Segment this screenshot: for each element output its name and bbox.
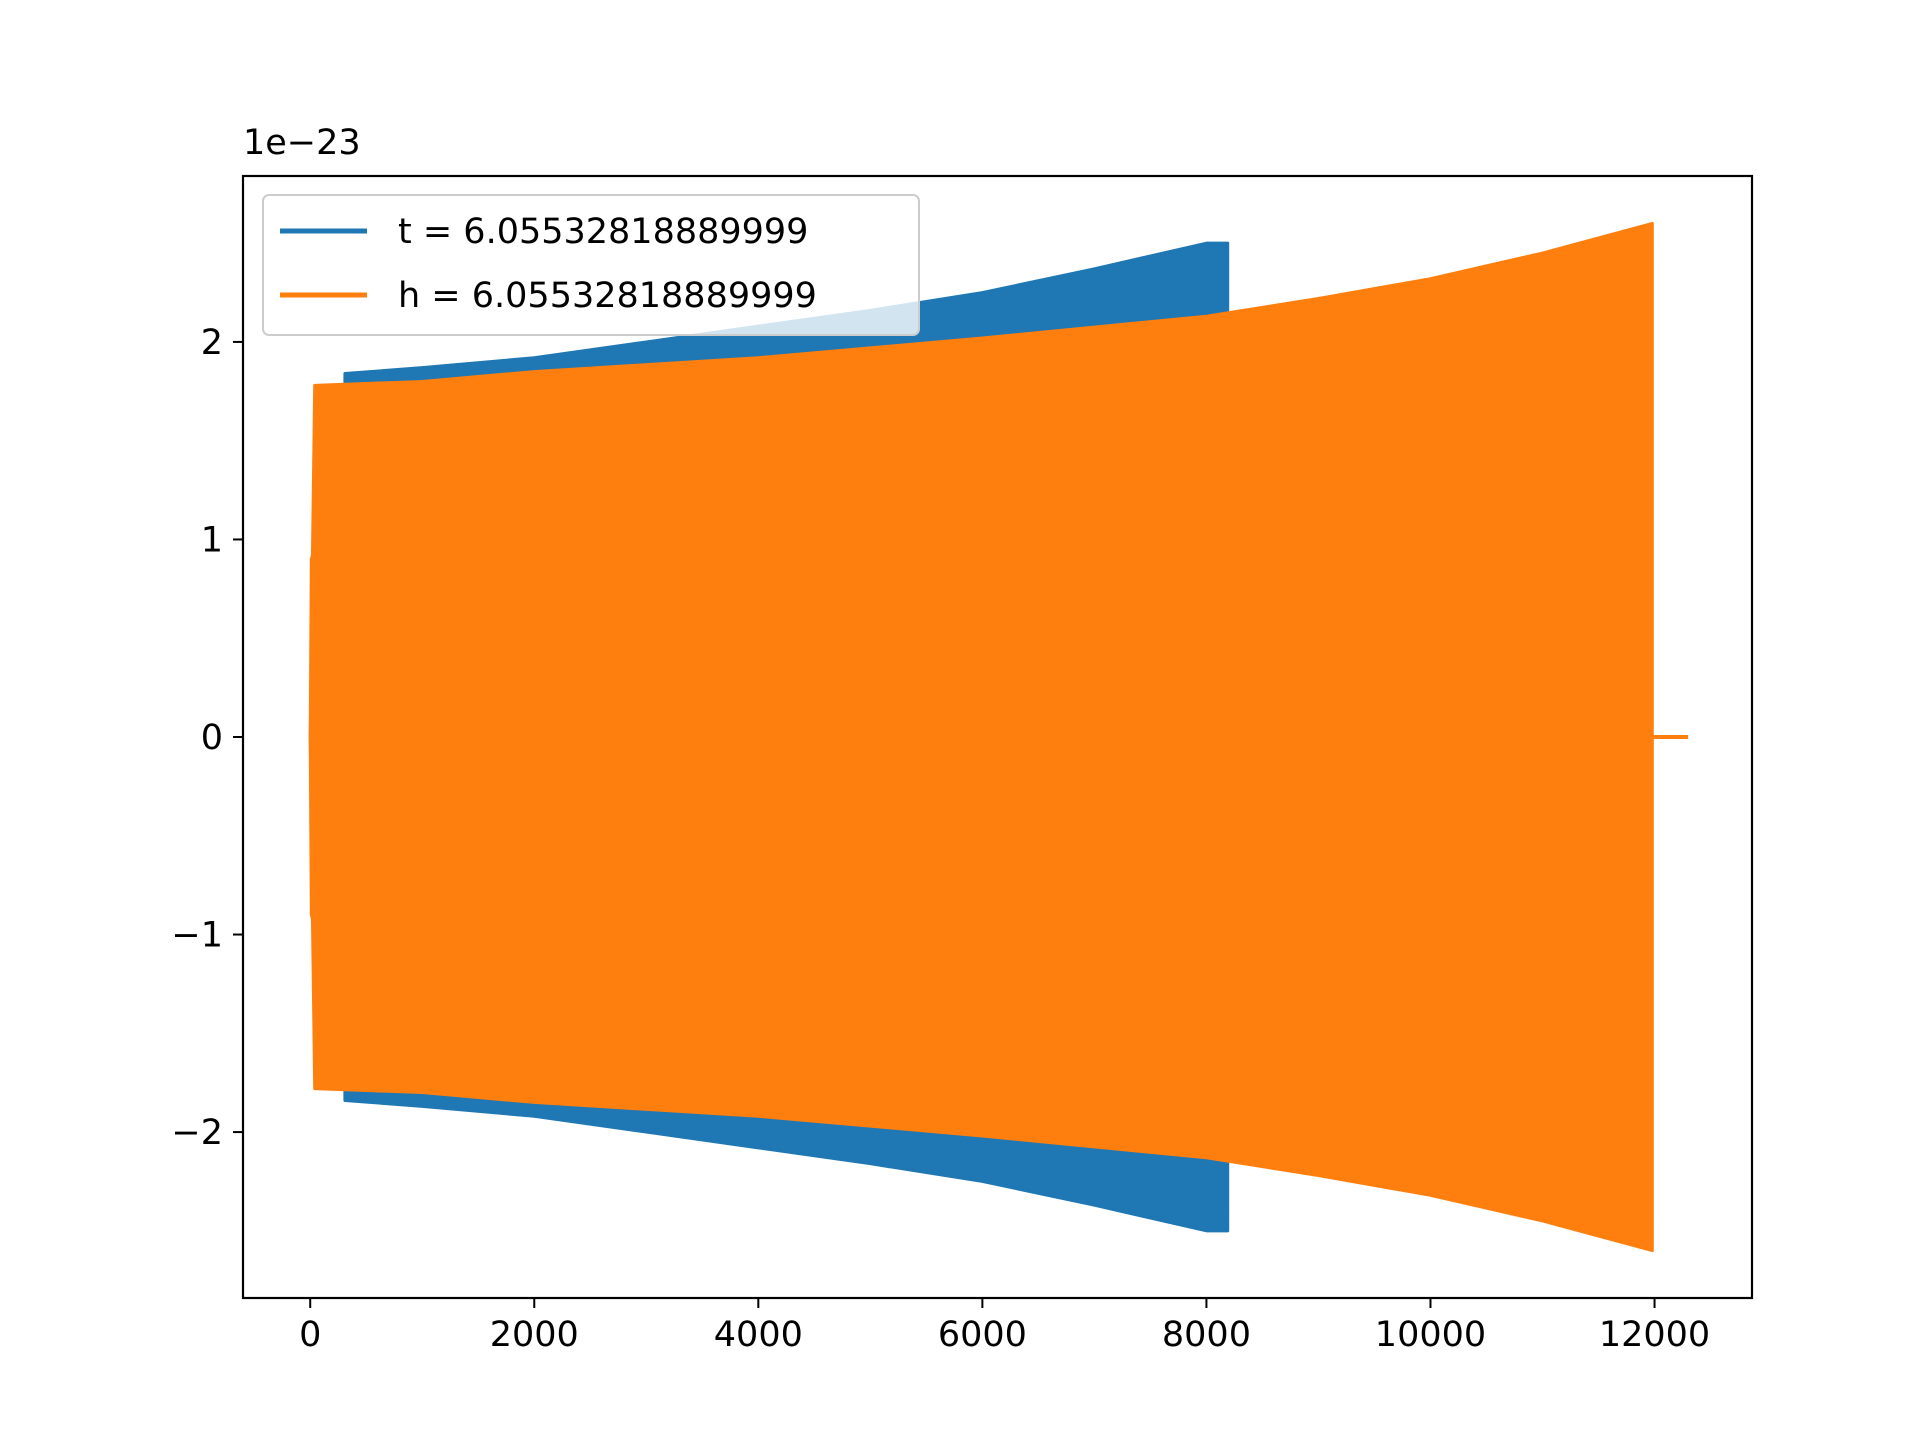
- legend: t = 6.05532818889999 h = 6.05532818889999: [262, 194, 920, 336]
- y-offset-text: 1e−23: [243, 123, 361, 163]
- y-tick-label: 2: [201, 323, 223, 363]
- x-tick-label: 6000: [938, 1315, 1027, 1355]
- series-layer: [308, 221, 1689, 1253]
- legend-box: [262, 194, 920, 336]
- x-tick-label: 2000: [490, 1315, 579, 1355]
- x-tick-label: 8000: [1162, 1315, 1251, 1355]
- y-tick-label: 1: [201, 520, 223, 560]
- y-tick-label: −1: [171, 916, 223, 956]
- y-tick-label: −2: [171, 1113, 223, 1153]
- x-tick-label: 4000: [714, 1315, 803, 1355]
- x-tick-label: 12000: [1599, 1315, 1710, 1355]
- legend-label-h: h = 6.05532818889999: [398, 276, 817, 316]
- x-tick-label: 10000: [1375, 1315, 1486, 1355]
- x-tick-label: 0: [299, 1315, 321, 1355]
- x-axis: 0 2000 4000 6000 8000 10000 12000: [299, 1298, 1710, 1355]
- legend-label-t: t = 6.05532818889999: [398, 212, 808, 252]
- y-axis: −2 −1 0 1 2: [171, 323, 243, 1153]
- y-tick-label: 0: [201, 718, 223, 758]
- series-h-envelope: [308, 221, 1654, 1253]
